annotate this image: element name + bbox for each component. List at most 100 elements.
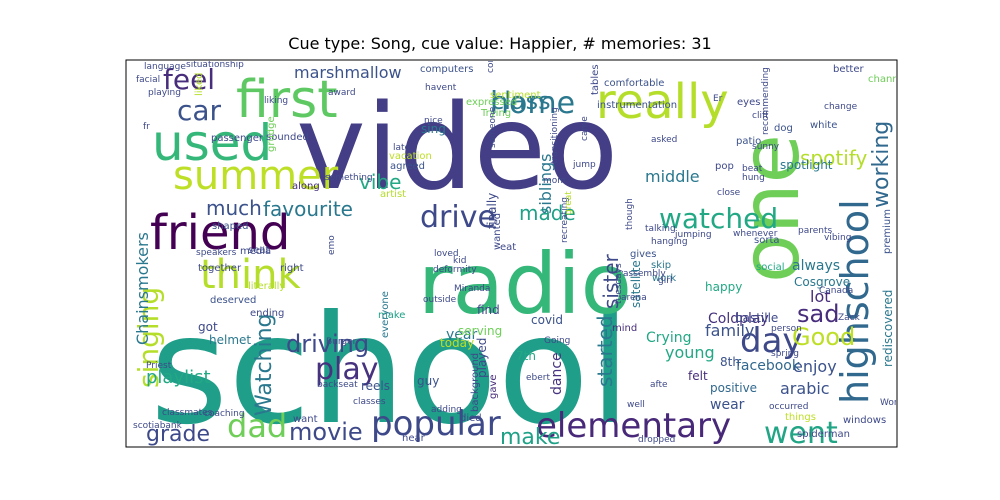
word-work: work (652, 273, 676, 284)
word-cliff: cliff (752, 111, 769, 121)
word-grudge: grudge (266, 116, 277, 152)
word-zack: Zack (838, 313, 861, 323)
word-speakers: speakers (196, 248, 237, 258)
word-computers: computers (420, 64, 473, 75)
word-arabic: arabic (780, 379, 830, 398)
word-summer: summer (173, 153, 339, 199)
word-middle: middle (645, 167, 700, 186)
word-someone: someone (488, 106, 498, 148)
word-emo: emo (327, 235, 337, 255)
word-person: person (771, 324, 802, 334)
word-one: one (724, 134, 817, 283)
word-class: class (491, 87, 551, 115)
word-along: along (292, 181, 320, 192)
word-came: came (580, 116, 590, 141)
word-tables: tables (590, 64, 601, 95)
word-passenger: passenger (211, 133, 264, 144)
word-think: think (200, 252, 302, 298)
word-wanted: wanted (492, 213, 503, 250)
word-car: car (177, 94, 222, 127)
word-good: Good (792, 323, 855, 351)
word-eat: eat (500, 242, 516, 253)
word-wonderland: Wonderland (880, 398, 934, 408)
word-though: though (625, 198, 635, 230)
word-positive: positive (710, 381, 757, 395)
word-highschool: highschool (833, 199, 877, 404)
word-cosgrove: Cosgrove (794, 275, 850, 289)
word-girl: girl (658, 276, 672, 286)
word-facebook: facebook (736, 358, 801, 374)
word-nice: nice (424, 116, 443, 126)
word-recommending: recommending (761, 67, 771, 135)
word-agreed: agreed (390, 161, 425, 172)
word-transitioning: transitioning (550, 107, 560, 164)
word-chainsmokers: Chainsmokers (133, 232, 152, 345)
word-late: late (393, 143, 411, 153)
word-seat: seat (248, 245, 269, 256)
word-watching: Watching (252, 313, 277, 416)
word-miranda: Miranda (454, 284, 490, 294)
word-first: first (236, 70, 338, 130)
word-play: play (315, 352, 379, 387)
word-serving: serving (458, 324, 502, 338)
word-vibe: vibe (359, 170, 401, 194)
word-spring: spring (771, 349, 799, 359)
word-liking: liking (264, 96, 288, 106)
word-covid: covid (531, 313, 563, 327)
word-instrumentation: instrumentation (597, 100, 677, 111)
word-liked: liked (194, 73, 205, 97)
word-things: things (785, 412, 816, 423)
word-scotiabank: scotiabank (133, 421, 183, 431)
word-spotlight: spotlight (780, 158, 833, 172)
word-beat: beat (742, 164, 763, 174)
word-gives: gives (630, 249, 656, 260)
word-school: school (150, 284, 631, 458)
word-spotify: spotify (800, 146, 867, 170)
word-premium: premium (882, 209, 893, 254)
word-helmet: helmet (209, 333, 251, 347)
word-make: make (500, 425, 560, 450)
word-working: working (869, 121, 894, 208)
word-classmates: classmates (162, 408, 213, 418)
word-mind: mind (612, 323, 637, 334)
word-today: today (440, 336, 474, 350)
word-social: social (756, 262, 785, 273)
word-playing: playing (148, 88, 181, 98)
word-drive: drive (420, 200, 496, 235)
word-kid: kid (453, 256, 466, 266)
word-recreating: recreating (560, 197, 570, 243)
word-classes: classes (353, 397, 386, 407)
word-er: Er (713, 94, 723, 104)
word-eyes: eyes (737, 97, 760, 108)
word-mom: mom (543, 176, 566, 186)
word-favourite: favourite (263, 197, 353, 221)
word-elementary: elementary (536, 406, 731, 446)
word-really: really (596, 74, 729, 130)
word-great: great (564, 191, 574, 215)
word-comfortable: comfortable (604, 78, 664, 89)
word-right: right (280, 263, 304, 274)
word-bastille: bastille (735, 311, 778, 325)
word-happy: happy (705, 280, 742, 294)
word-hear: hear (402, 433, 426, 444)
word-sorta: sorta (754, 235, 780, 246)
word-afte: afte (650, 380, 668, 390)
word-guy: guy (417, 374, 439, 388)
word-singing: singing (132, 287, 165, 388)
word-vacation: vacation (389, 151, 432, 162)
word-white: white (810, 120, 837, 131)
word-outside: outside (423, 295, 457, 305)
word-burger: Burger (326, 337, 357, 347)
word-shaped: shaped (212, 221, 249, 232)
word-want: want (293, 414, 318, 425)
word-everyone: everyone (380, 291, 391, 338)
word-crying: Crying (646, 330, 691, 346)
word-used: used (152, 114, 272, 172)
word-finally: finally (485, 193, 499, 229)
word-started: started (593, 315, 617, 387)
word-asked: asked (651, 135, 677, 145)
word-always: always (792, 258, 840, 274)
word-satellite: satellite (629, 260, 643, 308)
word-loved: loved (434, 249, 459, 259)
word-lot: lot (810, 287, 831, 306)
